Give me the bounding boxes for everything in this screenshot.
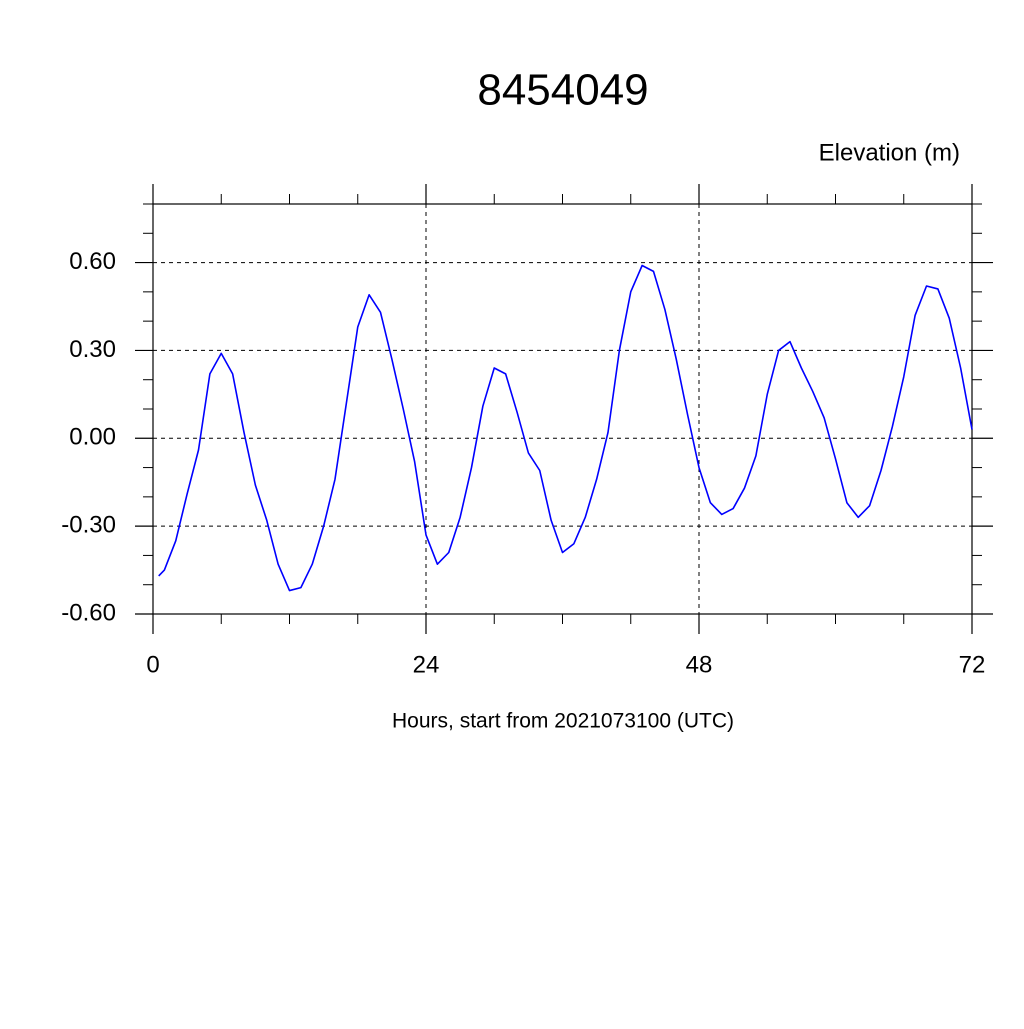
x-tick-label: 48 (686, 651, 713, 678)
y-tick-label: -0.30 (61, 511, 116, 538)
y-tick-label: 0.30 (69, 336, 116, 363)
x-tick-label: 72 (959, 651, 986, 678)
x-axis-label: Hours, start from 2021073100 (UTC) (392, 710, 734, 733)
y-tick-label: -0.60 (61, 599, 116, 626)
y-tick-label: 0.60 (69, 248, 116, 275)
x-tick-label: 0 (146, 651, 159, 678)
y-tick-label: 0.00 (69, 424, 116, 451)
x-tick-label: 24 (413, 651, 440, 678)
plot-frame (152, 203, 973, 615)
data-line (158, 264, 973, 592)
chart-title: 8454049 (477, 66, 648, 115)
y-axis-label: Elevation (m) (819, 139, 960, 166)
